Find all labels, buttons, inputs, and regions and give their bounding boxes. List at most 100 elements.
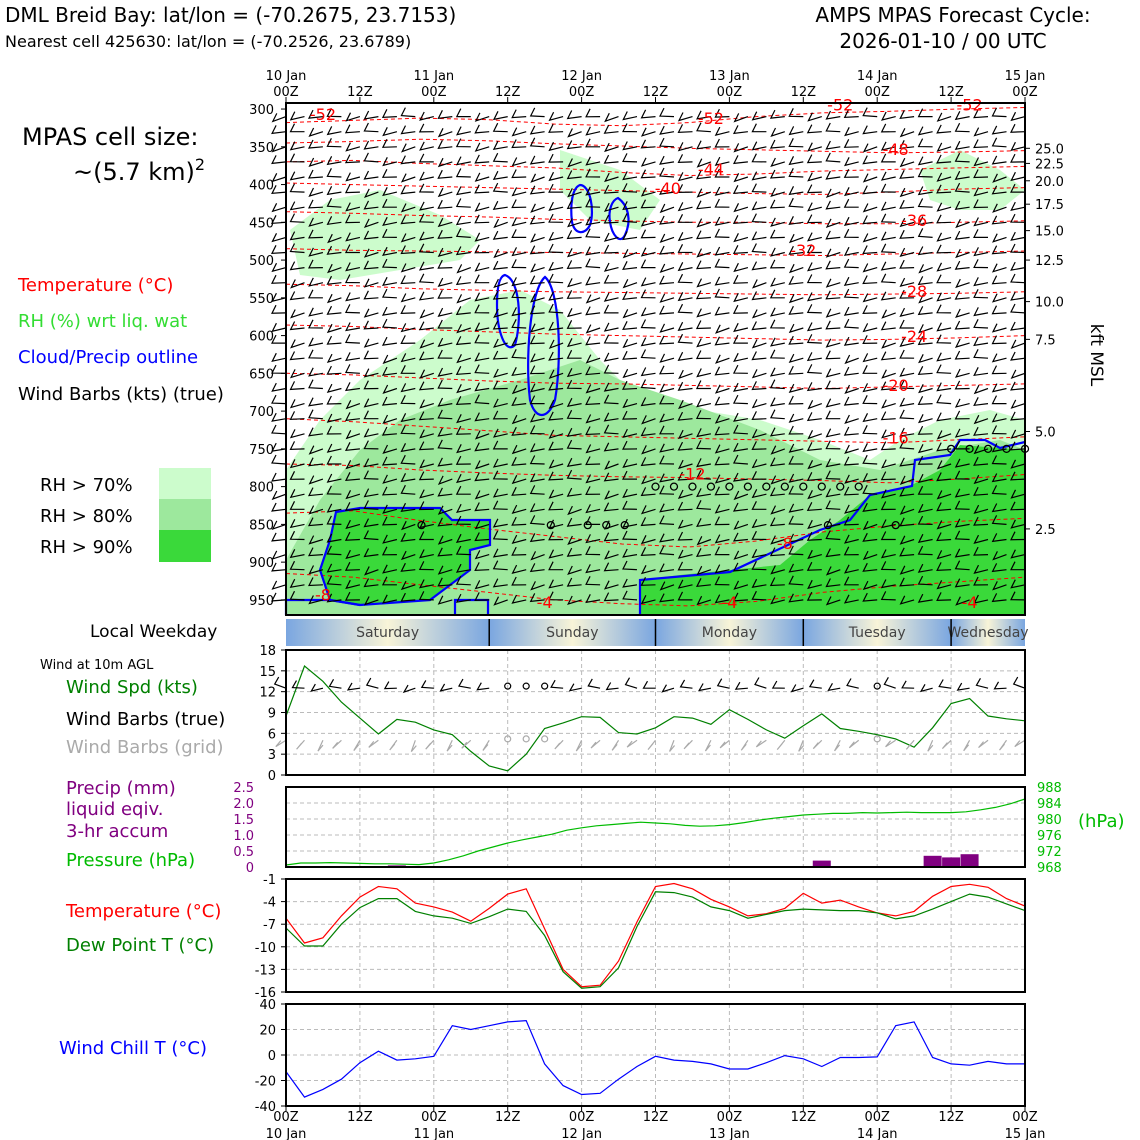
wind-barb bbox=[880, 201, 896, 211]
wind-barb bbox=[326, 533, 342, 543]
wind-barb bbox=[455, 485, 471, 495]
calm-marker bbox=[743, 482, 753, 491]
wind-barb bbox=[806, 184, 822, 194]
wind-barb bbox=[548, 369, 564, 379]
wind-barb bbox=[936, 502, 952, 512]
wind-barb bbox=[678, 369, 693, 380]
wind-barb bbox=[585, 516, 601, 525]
wind-barb bbox=[511, 187, 527, 197]
bottom-hour-label: 00Z bbox=[569, 1110, 595, 1125]
wind-barb bbox=[622, 171, 638, 181]
top-date-label: 15 Jan bbox=[1005, 69, 1046, 84]
weekday-name: Wednesday bbox=[948, 625, 1029, 641]
wind-barb bbox=[511, 426, 527, 436]
wind-barb bbox=[788, 503, 804, 513]
wind-barb-grid bbox=[669, 740, 676, 752]
wind-barb bbox=[991, 425, 1007, 435]
wind-barb bbox=[326, 473, 342, 483]
kft-tick-label: 5.0 bbox=[1035, 425, 1056, 440]
wind-barb bbox=[585, 354, 601, 364]
wind-barb bbox=[455, 455, 471, 465]
wind-barb bbox=[363, 398, 379, 408]
wind-barb bbox=[566, 379, 582, 390]
cell-size-value: ~(5.7 km)2 bbox=[73, 155, 205, 186]
wind-barb bbox=[1010, 351, 1026, 361]
wind-barb bbox=[381, 426, 397, 436]
wind-barb bbox=[917, 533, 933, 544]
wind-barb bbox=[271, 322, 287, 333]
wind-barb bbox=[344, 184, 360, 194]
wind-barb bbox=[529, 413, 545, 423]
wind-barb bbox=[474, 184, 490, 194]
wind-barb bbox=[917, 168, 933, 178]
wind-barb bbox=[437, 349, 453, 359]
top-hour-label: 12Z bbox=[347, 85, 373, 100]
wind-barb bbox=[418, 291, 434, 301]
y-tick-label: -40 bbox=[255, 1100, 276, 1115]
rh-region-6 bbox=[640, 445, 1025, 615]
wind-barb-true bbox=[624, 677, 638, 689]
wind-barb bbox=[585, 186, 601, 196]
wind-barb bbox=[585, 546, 601, 556]
wind-barb bbox=[677, 561, 693, 571]
wind-barb bbox=[511, 456, 527, 466]
wind-barb bbox=[622, 261, 638, 271]
wind-barb bbox=[271, 394, 287, 405]
wind-barb bbox=[677, 411, 693, 421]
weekday-name: Monday bbox=[702, 625, 757, 641]
wind-barb bbox=[1010, 141, 1026, 152]
wind-barb bbox=[400, 425, 416, 435]
wind-barb bbox=[936, 394, 952, 405]
wind-barb bbox=[271, 125, 287, 135]
wind-barb bbox=[419, 489, 434, 499]
wind-barb bbox=[714, 324, 730, 334]
wind-barb bbox=[751, 549, 767, 559]
temp-contour-label: -16 bbox=[883, 428, 909, 447]
calm-marker bbox=[1002, 444, 1011, 454]
wind-barb bbox=[326, 168, 342, 178]
wind-barb bbox=[437, 140, 453, 150]
wind-barb bbox=[271, 203, 287, 213]
wind-barb bbox=[825, 308, 841, 318]
wind-barb bbox=[659, 215, 675, 225]
wind-barb bbox=[622, 141, 638, 151]
wind-barb bbox=[308, 217, 324, 227]
wind-barb bbox=[511, 127, 527, 137]
wind-barb bbox=[973, 259, 989, 269]
wind-barb bbox=[455, 545, 471, 556]
wind-barb bbox=[899, 229, 915, 239]
kft-axis-label: kft MSL bbox=[1086, 324, 1106, 387]
wind-barb bbox=[788, 575, 804, 586]
wind-barb bbox=[769, 169, 785, 179]
wind-barb bbox=[640, 535, 656, 545]
wind-barb bbox=[511, 516, 527, 526]
wind-barb bbox=[880, 561, 896, 571]
wind-barb bbox=[289, 590, 305, 601]
wind-barb bbox=[622, 123, 638, 133]
wind-barb bbox=[511, 307, 527, 317]
wind-barb bbox=[271, 185, 287, 194]
top-hour-label: 12Z bbox=[791, 85, 817, 100]
wind-barb bbox=[603, 322, 619, 332]
wind-barb bbox=[289, 261, 305, 271]
wind-barb bbox=[677, 579, 693, 589]
wind-barb bbox=[862, 395, 878, 405]
wind-barb bbox=[936, 520, 952, 530]
calm-marker bbox=[854, 482, 863, 491]
wind-barb bbox=[733, 203, 749, 213]
wind-barb bbox=[825, 218, 841, 228]
pressure-tick-label: 500 bbox=[249, 254, 274, 269]
wind-barb bbox=[345, 352, 360, 362]
wind-barb bbox=[492, 578, 508, 588]
cloud-outline-2 bbox=[608, 196, 630, 241]
wind-barb bbox=[345, 112, 361, 122]
wind-barb bbox=[529, 335, 545, 345]
wind-barb bbox=[640, 337, 656, 347]
wind-barb bbox=[658, 275, 675, 285]
wind-barb bbox=[936, 232, 952, 242]
wind-barb bbox=[622, 470, 637, 480]
wind-barb bbox=[881, 369, 896, 379]
wind-barb bbox=[770, 217, 785, 227]
wind-barb bbox=[585, 228, 601, 238]
wind-barb-grid bbox=[482, 739, 490, 751]
